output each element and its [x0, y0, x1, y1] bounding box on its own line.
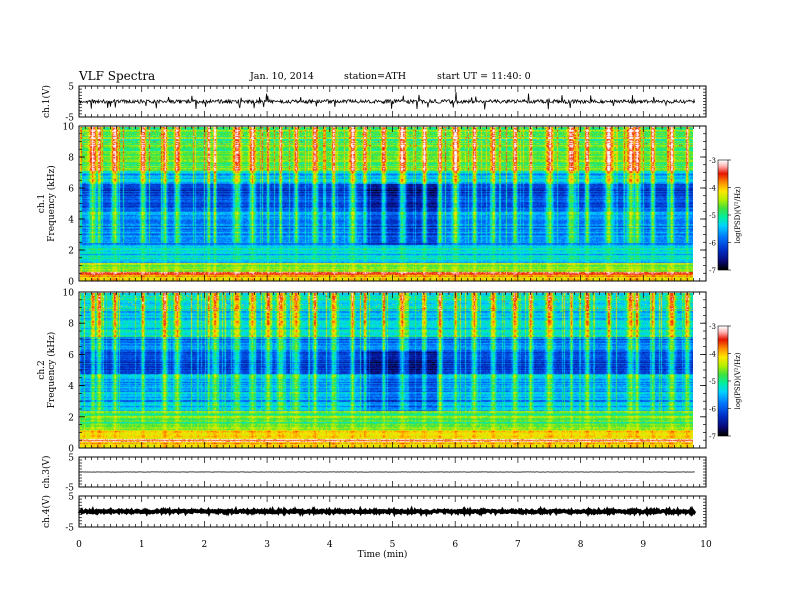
y-axis-label: ch.1 — [37, 194, 47, 213]
y-tick-label: 0 — [68, 445, 74, 455]
waveform-traces — [77, 91, 697, 518]
colorbar-tick-label: -7 — [709, 267, 716, 275]
colorbar-2 — [718, 326, 728, 436]
y-tick-label: 8 — [68, 154, 74, 164]
x-axis-label: Time (min) — [358, 549, 408, 560]
colorbar-tick-label: -7 — [709, 433, 716, 441]
waveform-trace-0 — [78, 91, 696, 110]
y-tick-label: -5 — [65, 524, 74, 534]
x-tick-label: 0 — [76, 540, 82, 550]
x-tick-label: 6 — [452, 540, 458, 550]
y-tick-label: 8 — [68, 320, 74, 330]
colorbar-tick-label: -6 — [709, 240, 716, 248]
y-tick-label: 5 — [68, 493, 74, 503]
y-tick-label: 5 — [68, 83, 74, 93]
x-tick-label: 2 — [202, 540, 208, 550]
y-axis-label: ch.2 — [37, 360, 47, 379]
colorbar-tick-label: -3 — [709, 323, 716, 331]
y-axis-label: Frequency (kHz) — [46, 165, 57, 242]
axis-labels: -55ch.1(V)-3-4-5-6-7log(PSD)(V²/Hz)02468… — [37, 83, 742, 561]
x-tick-label: 8 — [578, 540, 584, 550]
colorbar-tick-label: -5 — [709, 212, 716, 220]
spectrogram-images — [80, 127, 728, 448]
figure-title: VLF Spectra — [79, 69, 156, 83]
y-tick-label: -5 — [65, 114, 74, 124]
x-tick-label: 1 — [139, 540, 145, 550]
y-tick-label: 4 — [68, 216, 74, 226]
y-axis-label: Frequency (kHz) — [46, 332, 57, 409]
colorbar-tick-label: -6 — [709, 406, 716, 414]
y-tick-label: 5 — [68, 454, 74, 464]
spectrogram-image-1 — [80, 127, 693, 281]
colorbar-label: log(PSD)(V²/Hz) — [734, 352, 742, 409]
y-axis-label: ch.3(V) — [41, 456, 52, 489]
y-tick-label: 6 — [68, 185, 74, 195]
y-tick-label: 0 — [68, 278, 74, 288]
x-tick-label: 3 — [264, 540, 270, 550]
y-tick-label: 2 — [68, 247, 74, 257]
y-tick-label: 4 — [68, 382, 74, 392]
start-time-label: start UT = 11:40: 0 — [437, 71, 531, 82]
y-tick-label: 10 — [63, 289, 75, 299]
colorbar-label: log(PSD)(V²/Hz) — [734, 186, 742, 243]
colorbar-1 — [718, 160, 728, 270]
station-label: station=ATH — [344, 71, 406, 82]
colorbar-tick-label: -3 — [709, 157, 716, 165]
panel-axes — [78, 85, 731, 528]
y-tick-label: 10 — [63, 123, 75, 133]
x-tick-label: 5 — [390, 540, 396, 550]
waveform-trace-4 — [77, 505, 697, 518]
x-tick-label: 10 — [700, 540, 712, 550]
date-label: Jan. 10, 2014 — [250, 71, 314, 82]
y-axis-label: ch.1(V) — [41, 85, 52, 118]
y-tick-label: -5 — [65, 484, 74, 494]
colorbar-tick-label: -4 — [709, 351, 716, 359]
x-tick-label: 7 — [515, 540, 521, 550]
colorbar-tick-label: -5 — [709, 378, 716, 386]
x-tick-label: 9 — [640, 540, 646, 550]
colorbar-tick-label: -4 — [709, 185, 716, 193]
y-tick-label: 2 — [68, 413, 74, 423]
y-tick-label: 6 — [68, 351, 74, 361]
spectrogram-image-2 — [80, 293, 693, 448]
x-tick-label: 4 — [327, 540, 333, 550]
y-axis-label: ch.4(V) — [41, 495, 52, 528]
